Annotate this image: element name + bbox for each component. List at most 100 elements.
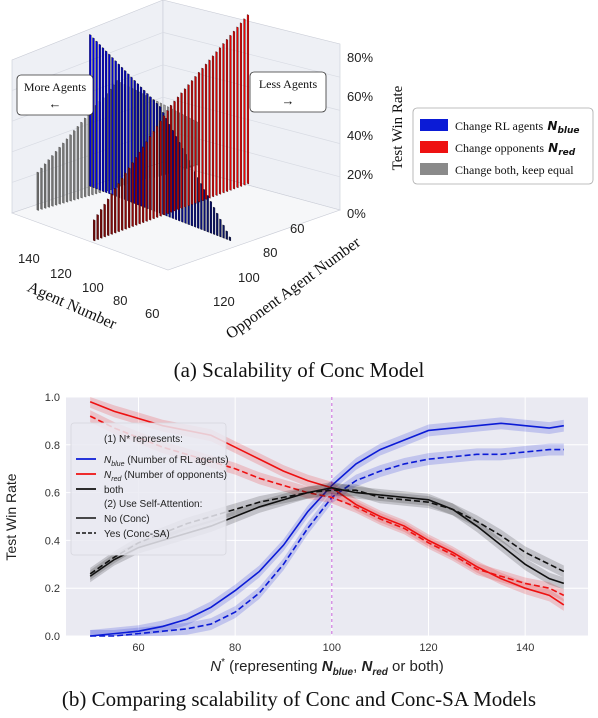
bar-red — [155, 125, 159, 218]
bar-gray — [47, 159, 50, 208]
x-tick-label: 120 — [419, 642, 437, 654]
bar-red — [190, 80, 194, 206]
legend-header-1: (1) N* represents: — [104, 434, 183, 445]
legend-label: Nblue (Number of RL agents) — [104, 455, 229, 468]
legend-label: both — [104, 485, 123, 496]
bar-blue — [212, 206, 216, 235]
bar-red — [183, 88, 187, 208]
bar-red — [145, 141, 148, 222]
x-axis-title: Agent Number — [25, 279, 120, 334]
bar-red — [121, 177, 124, 231]
bar-gray — [65, 138, 69, 203]
bar-red — [194, 75, 197, 204]
bar-red — [187, 84, 190, 207]
x-tick-label: 120 — [50, 266, 72, 281]
caption-a: (a) Scalability of Conc Model — [173, 358, 425, 382]
y-axis-title: Test Win Rate — [3, 473, 19, 560]
legend-style-label: No (Conc) — [104, 514, 150, 525]
z-axis-title: Test Win Rate — [390, 85, 406, 170]
bar-red — [138, 151, 141, 225]
bar-gray — [44, 163, 47, 209]
confidence-band — [90, 481, 564, 590]
bar-red — [128, 167, 131, 229]
x-tick-label: 60 — [145, 306, 159, 321]
annotation-arrow: ← — [49, 96, 62, 111]
line-plot: 60 80 100 120 140 0.0 0.2 0.4 0.6 0.8 1.0 Test Win … — [3, 392, 588, 678]
x-tick-label: 100 — [323, 642, 341, 654]
bar-red — [103, 203, 106, 238]
chart-line-scalability: 60 80 100 120 140 0.0 0.2 0.4 0.6 0.8 1.0 Test Win … — [3, 392, 588, 678]
y-axis-title: Opponent Agent Number — [223, 234, 364, 343]
bar-blue — [136, 83, 139, 206]
bar-blue — [171, 129, 174, 219]
legend-swatch — [420, 119, 448, 131]
y-tick-label: 60 — [290, 221, 304, 236]
legend-box — [70, 422, 227, 556]
y-tick-label: 0.2 — [45, 583, 60, 595]
bar-red — [236, 26, 239, 189]
annotation-box — [16, 74, 94, 116]
z-tick-label: 20% — [347, 167, 373, 182]
bar-blue — [98, 43, 101, 191]
bar-red — [180, 92, 183, 209]
bar-blue — [105, 50, 108, 194]
bar-red — [246, 14, 249, 185]
bar-blue — [228, 236, 232, 242]
bar-red — [149, 135, 152, 221]
bar-gray — [84, 117, 87, 198]
bar-red — [232, 30, 236, 190]
legend-box — [412, 107, 594, 185]
bar-gray — [54, 150, 58, 206]
z-tick-label: 60% — [347, 89, 373, 104]
series-line — [89, 415, 565, 597]
y-tick-label: 100 — [238, 270, 260, 285]
y-tick-label: 1.0 — [45, 392, 60, 404]
annotation-text: Less Agents — [259, 77, 318, 91]
bar-red — [229, 34, 232, 191]
bar-gray — [80, 121, 83, 199]
bar-red — [208, 59, 211, 199]
bar-blue — [117, 63, 120, 199]
bar-blue — [101, 47, 105, 192]
bar-red — [93, 219, 96, 242]
bar-blue — [216, 212, 219, 237]
bar-red — [239, 22, 242, 187]
bar-red — [162, 115, 166, 216]
bar-gray — [76, 125, 79, 200]
bar-blue — [111, 57, 114, 196]
y-tick-label: 80 — [263, 245, 277, 260]
bar-red — [110, 193, 113, 235]
legend-swatch — [420, 141, 448, 153]
bar-red — [131, 162, 134, 228]
bar-red — [159, 120, 162, 217]
bar-gray — [62, 142, 65, 204]
bar-blue — [222, 224, 225, 239]
bar-gray — [36, 171, 39, 211]
x-tick-label: 140 — [18, 251, 40, 266]
x-tick-label: 100 — [82, 280, 104, 295]
legend-style-label: Yes (Conc-SA) — [104, 529, 170, 540]
x-tick-label: 60 — [132, 642, 144, 654]
bar-blue — [108, 53, 111, 195]
bar-red — [152, 130, 155, 220]
bar-blue — [95, 40, 98, 190]
bar-blue — [206, 194, 209, 233]
bar-red — [225, 38, 229, 193]
bars-3d — [36, 14, 249, 242]
bar-red — [176, 96, 180, 211]
z-tick-label: 40% — [347, 128, 373, 143]
chart-3d-scalability: 0%20%40%60%80%Test Win Rate1401201008060… — [11, 0, 594, 343]
bar-red — [124, 172, 127, 230]
bar-blue — [114, 60, 117, 197]
x-tick-label: 140 — [516, 642, 534, 654]
bar-red — [215, 51, 218, 196]
x-tick-label: 80 — [229, 642, 241, 654]
legend-label: Change RL agents Nblue — [455, 119, 579, 136]
legend-label: Nred (Number of opponents) — [104, 470, 227, 483]
bar-red — [211, 55, 215, 198]
bar-red — [218, 47, 222, 195]
legend-label: Change opponents Nred — [455, 141, 576, 158]
y-tick-label: 0.0 — [45, 631, 60, 643]
legend-3d: Change RL agents Nblue Change opponents N… — [412, 107, 594, 185]
bar-gray — [69, 134, 72, 202]
